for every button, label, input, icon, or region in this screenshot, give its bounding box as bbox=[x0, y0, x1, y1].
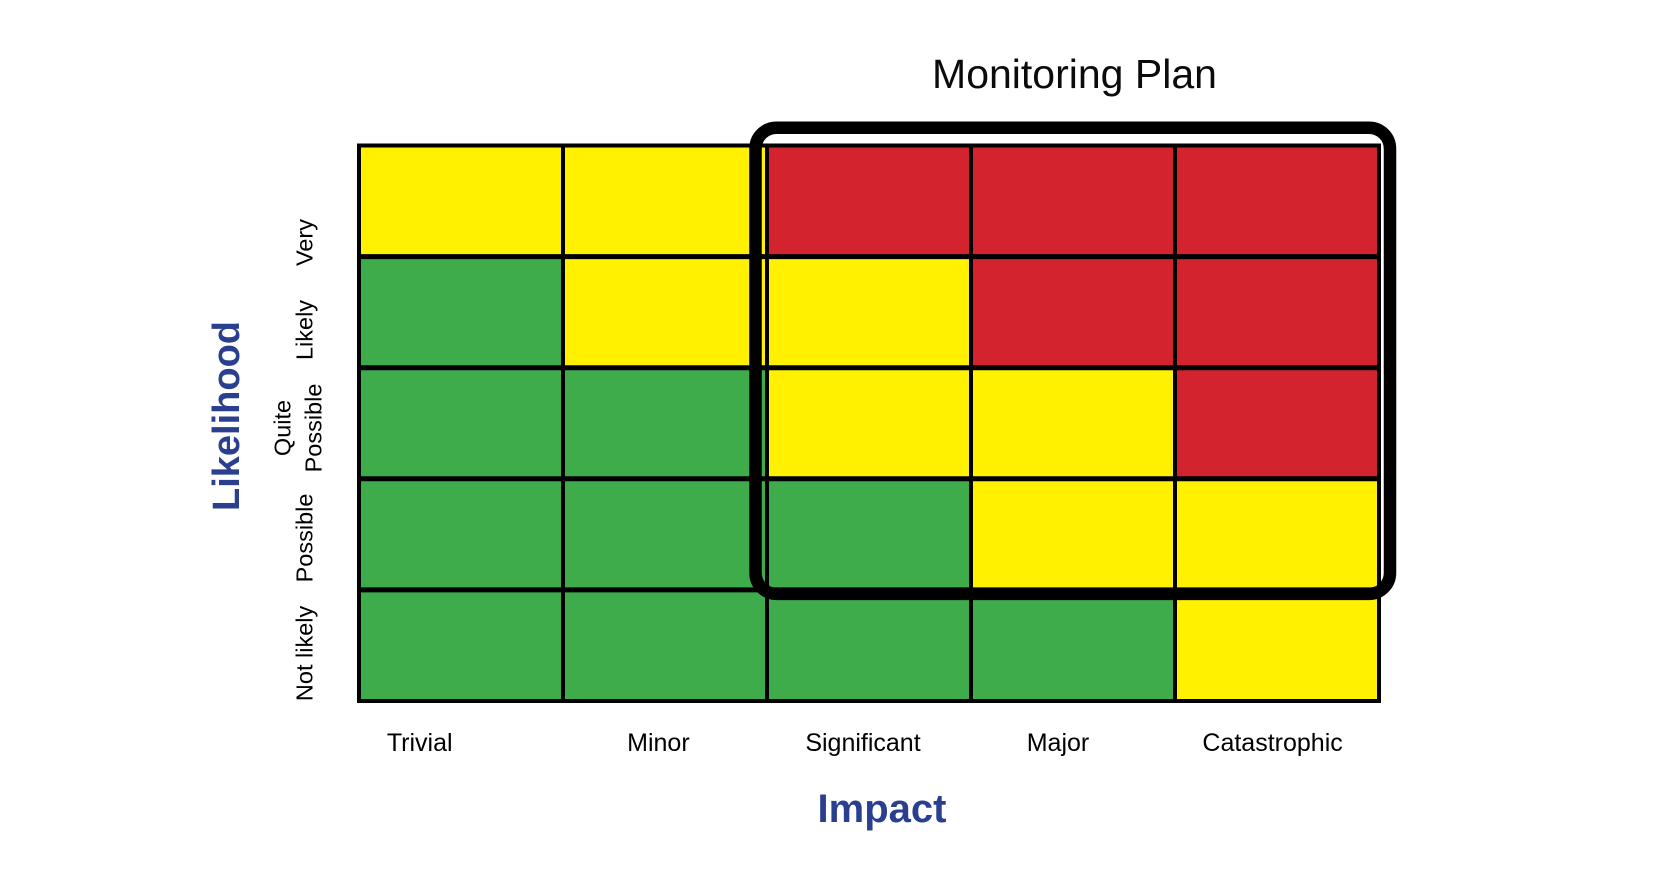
svg-text:Possible: Possible bbox=[292, 494, 318, 583]
svg-text:Impact: Impact bbox=[818, 787, 947, 831]
svg-text:Catastrophic: Catastrophic bbox=[1202, 729, 1342, 757]
svg-text:Not likely: Not likely bbox=[292, 605, 318, 701]
svg-text:Monitoring Plan: Monitoring Plan bbox=[932, 51, 1217, 97]
svg-text:Minor: Minor bbox=[627, 729, 690, 757]
svg-text:Likely: Likely bbox=[292, 300, 318, 360]
svg-text:Very: Very bbox=[292, 219, 318, 266]
svg-text:Likelihood: Likelihood bbox=[206, 321, 248, 511]
svg-text:Major: Major bbox=[1027, 729, 1090, 757]
svg-text:Trivial: Trivial bbox=[387, 729, 453, 757]
svg-text:Possible: Possible bbox=[301, 384, 327, 473]
svg-text:Significant: Significant bbox=[805, 729, 920, 757]
svg-text:Quite: Quite bbox=[270, 400, 296, 456]
